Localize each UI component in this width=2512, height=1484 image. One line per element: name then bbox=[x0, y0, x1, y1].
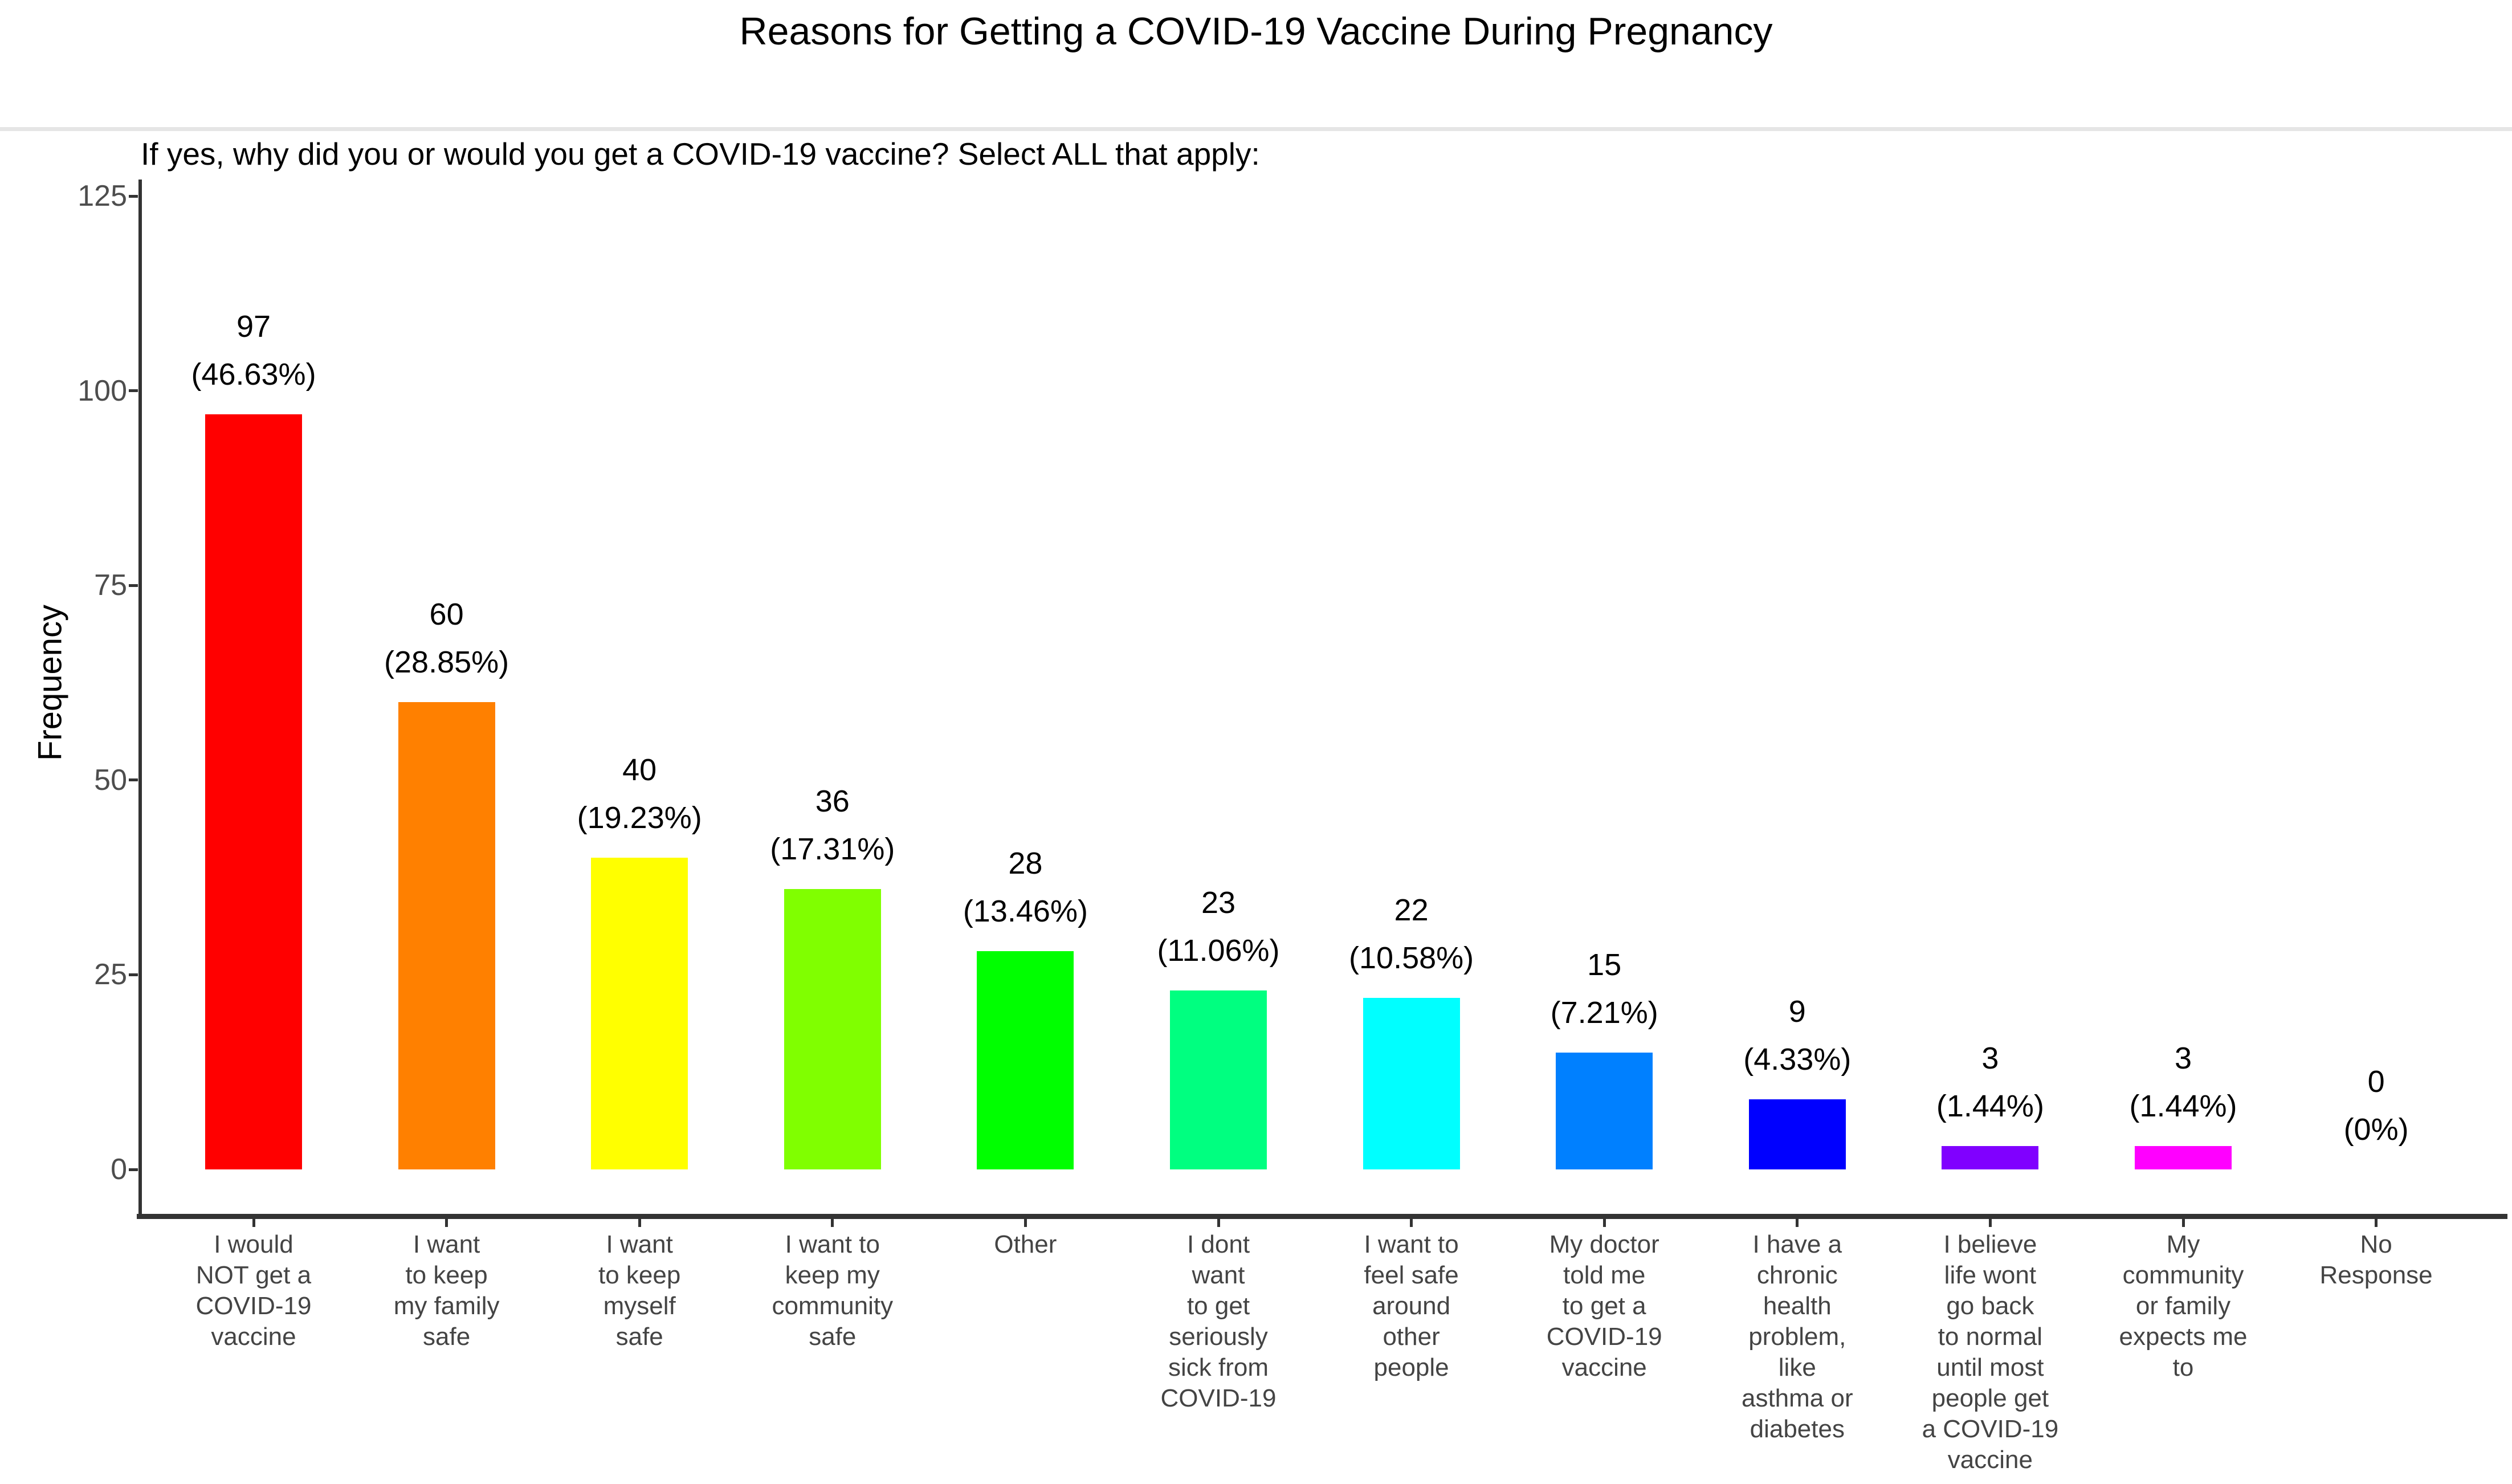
bar-count: 40 bbox=[622, 753, 657, 788]
y-tick bbox=[129, 389, 138, 393]
bar bbox=[1942, 1146, 2039, 1169]
bar-value-label: 3 (1.44%) bbox=[2069, 1034, 2297, 1130]
y-tick-label: 0 bbox=[111, 1153, 127, 1186]
bar-value-label: 9 (4.33%) bbox=[1683, 988, 1911, 1083]
x-tick bbox=[252, 1219, 255, 1227]
chart-subtitle: If yes, why did you or would you get a C… bbox=[141, 136, 1260, 172]
bar bbox=[1363, 998, 1460, 1169]
bar-percent: (1.44%) bbox=[1936, 1089, 2044, 1123]
bar-percent: (4.33%) bbox=[1743, 1042, 1852, 1077]
y-axis-line bbox=[138, 180, 142, 1219]
bar bbox=[591, 858, 688, 1169]
y-tick-label: 100 bbox=[78, 374, 127, 407]
bar-percent: (1.44%) bbox=[2129, 1089, 2237, 1123]
bar-count: 0 bbox=[2367, 1065, 2385, 1099]
x-tick bbox=[445, 1219, 448, 1227]
bar-count: 22 bbox=[1394, 893, 1429, 928]
bar-value-label: 22 (10.58%) bbox=[1298, 886, 1526, 982]
y-tick bbox=[129, 1168, 138, 1171]
y-tick bbox=[129, 778, 138, 782]
y-tick-label: 50 bbox=[94, 763, 127, 797]
x-tick bbox=[831, 1219, 834, 1227]
x-tick-label: I want to keep my community safe bbox=[772, 1230, 894, 1351]
bar bbox=[2135, 1146, 2232, 1169]
bar-value-label: 60 (28.85%) bbox=[333, 590, 561, 686]
x-tick bbox=[1796, 1219, 1799, 1227]
x-tick-label: I dont want to get seriously sick from C… bbox=[1160, 1230, 1277, 1412]
bar-value-label: 3 (1.44%) bbox=[1876, 1034, 2104, 1130]
bar bbox=[1748, 1099, 1846, 1169]
x-tick-label: I would NOT get a COVID-19 vaccine bbox=[195, 1230, 312, 1351]
bar-percent: (10.58%) bbox=[1349, 941, 1474, 976]
bar-percent: (19.23%) bbox=[577, 801, 702, 835]
bar-count: 23 bbox=[1201, 885, 1236, 920]
x-tick bbox=[1602, 1219, 1606, 1227]
bar-count: 3 bbox=[2174, 1041, 2192, 1075]
bar-count: 60 bbox=[429, 597, 464, 632]
bar bbox=[205, 414, 302, 1169]
x-tick bbox=[2375, 1219, 2378, 1227]
bar-value-label: 15 (7.21%) bbox=[1490, 941, 1718, 1037]
bar-percent: (13.46%) bbox=[963, 894, 1088, 929]
bar bbox=[398, 702, 495, 1169]
bar bbox=[784, 889, 881, 1169]
bar-percent: (0%) bbox=[2343, 1112, 2409, 1147]
bar-value-label: 28 (13.46%) bbox=[911, 839, 1139, 935]
bar-count: 28 bbox=[1008, 846, 1043, 881]
x-tick-label: I have a chronic health problem, like as… bbox=[1741, 1230, 1853, 1443]
x-tick-label: My community or family expects me to bbox=[2119, 1230, 2248, 1381]
x-tick bbox=[1217, 1219, 1220, 1227]
x-tick-label: My doctor told me to get a COVID-19 vacc… bbox=[1546, 1230, 1662, 1381]
x-tick bbox=[1988, 1219, 1992, 1227]
bar-value-label: 97 (46.63%) bbox=[140, 303, 368, 398]
x-tick-label: I want to keep my family safe bbox=[393, 1230, 500, 1351]
bar-value-label: 36 (17.31%) bbox=[719, 777, 947, 873]
bar bbox=[1556, 1053, 1653, 1169]
y-tick-label: 125 bbox=[78, 180, 127, 213]
y-tick bbox=[129, 973, 138, 976]
bar-value-label: 0 (0%) bbox=[2262, 1058, 2490, 1153]
figure-title: Reasons for Getting a COVID-19 Vaccine D… bbox=[739, 10, 1773, 53]
bar-percent: (11.06%) bbox=[1157, 933, 1280, 968]
title-divider bbox=[0, 127, 2512, 131]
bar-count: 36 bbox=[815, 784, 850, 819]
x-tick-label: I want to feel safe around other people bbox=[1364, 1230, 1459, 1381]
x-tick-label: No Response bbox=[2319, 1230, 2433, 1289]
x-axis-line bbox=[137, 1214, 2507, 1219]
bar-percent: (17.31%) bbox=[770, 832, 895, 867]
y-tick bbox=[129, 194, 138, 198]
bar-count: 97 bbox=[236, 309, 271, 344]
bar-count: 3 bbox=[1981, 1041, 1999, 1075]
x-tick bbox=[1023, 1219, 1027, 1227]
bar-value-label: 23 (11.06%) bbox=[1104, 879, 1332, 975]
bar-percent: (28.85%) bbox=[384, 645, 509, 680]
x-tick bbox=[1410, 1219, 1413, 1227]
bar-count: 15 bbox=[1587, 948, 1622, 982]
y-tick-label: 25 bbox=[94, 958, 127, 992]
x-tick-label: I believe life wont go back to normal un… bbox=[1922, 1230, 2059, 1474]
x-tick bbox=[638, 1219, 641, 1227]
bar-value-label: 40 (19.23%) bbox=[525, 746, 753, 842]
x-tick-label: Other bbox=[994, 1230, 1057, 1258]
bar-percent: (7.21%) bbox=[1550, 996, 1658, 1030]
bar-count: 9 bbox=[1788, 994, 1806, 1029]
x-tick-label: I want to keep myself safe bbox=[598, 1230, 681, 1351]
bar bbox=[1170, 990, 1267, 1169]
bar-percent: (46.63%) bbox=[191, 357, 316, 392]
y-axis-title: Frequency bbox=[31, 604, 69, 761]
x-tick bbox=[2181, 1219, 2185, 1227]
y-tick bbox=[129, 584, 138, 587]
y-tick-label: 75 bbox=[94, 569, 127, 602]
bar bbox=[977, 951, 1074, 1169]
